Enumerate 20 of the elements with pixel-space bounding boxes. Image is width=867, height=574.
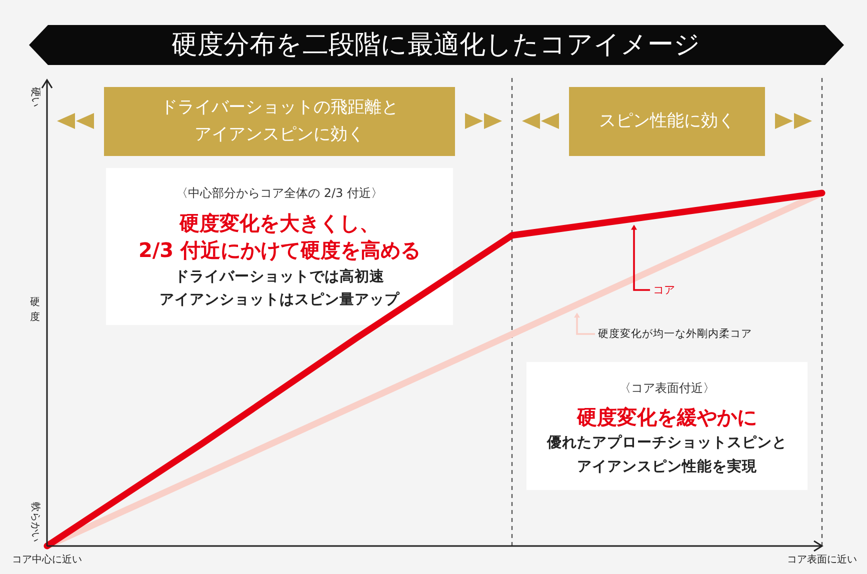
annotation: アイアンショットはスピン量アップ	[160, 291, 400, 308]
annotation: 〈中心部分からコア全体の 2/3 付近〉	[176, 186, 383, 200]
x-tick-label: コア中心に近い	[12, 554, 82, 566]
text: ドライバーショットの飛距離と	[160, 98, 398, 118]
y-axis-title: 硬度	[30, 296, 40, 322]
text: 軟らかい	[30, 502, 40, 542]
annotation: ドライバーショットでは高初速	[174, 267, 386, 285]
annotation: 〈コア表面付近〉	[619, 381, 715, 395]
annotation: 優れたアプローチショットスピンと	[546, 434, 787, 451]
text: アイアンスピンに効く	[194, 124, 364, 144]
annotation: 2/3 付近にかけて硬度を高める	[138, 238, 421, 262]
text: 硬度変化が均一な外剛内柔コア	[598, 327, 752, 340]
annotation: アイアンスピン性能を実現	[577, 457, 758, 475]
chart-title: 硬度分布を二段階に最適化したコアイメージ	[172, 30, 700, 60]
annotation: 硬度変化を緩やかに	[576, 405, 757, 429]
text: コア	[653, 284, 675, 296]
text: 硬い	[30, 87, 40, 107]
text: スピン性能に効く	[599, 111, 735, 131]
annotation: 硬度変化を大きくし、	[178, 211, 380, 235]
x-tick-label: コア表面に近い	[787, 554, 857, 566]
